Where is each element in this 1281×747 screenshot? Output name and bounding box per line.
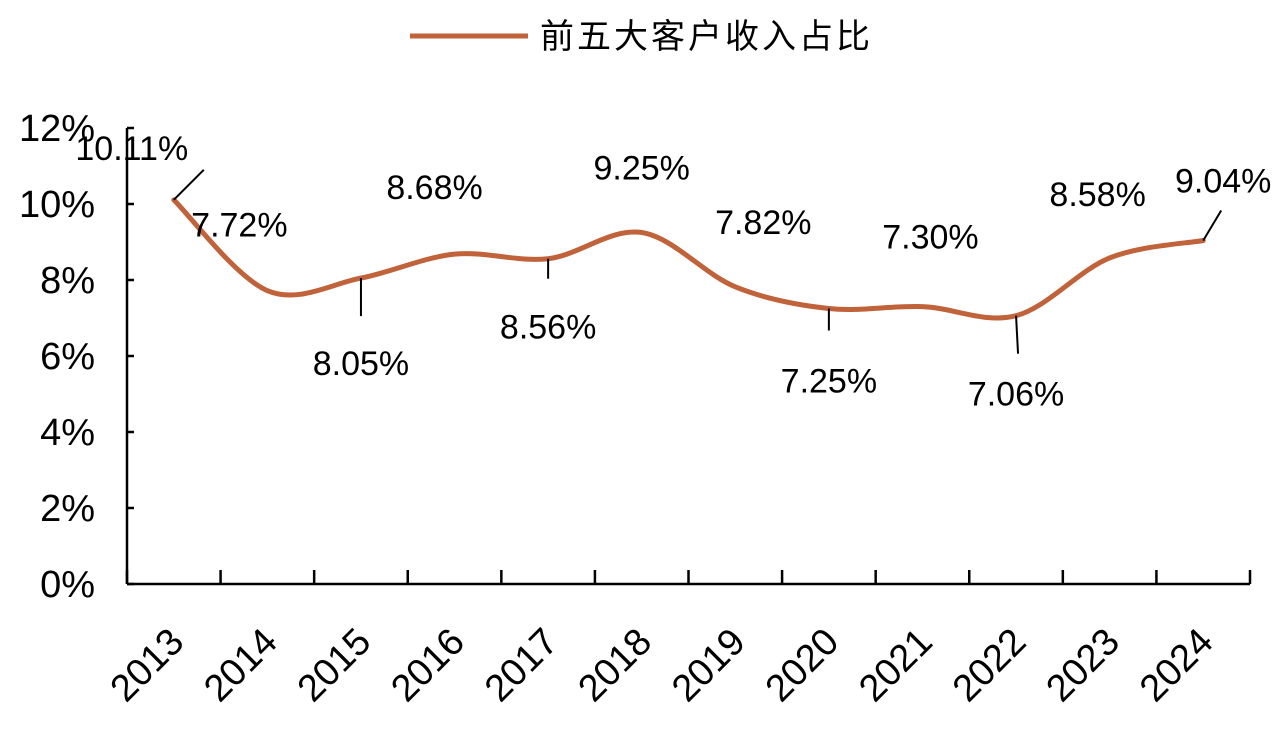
- x-tick-label: 2014: [196, 621, 285, 710]
- leader-line: [173, 169, 205, 201]
- series-line: [171, 197, 1206, 321]
- y-tick-label: 2%: [40, 488, 95, 530]
- y-tick-label: 6%: [40, 336, 95, 378]
- x-tick-label: 2019: [664, 621, 753, 710]
- y-tick-label: 8%: [40, 260, 95, 302]
- data-label: 9.25%: [594, 150, 690, 188]
- x-tick-label: 2023: [1039, 621, 1128, 710]
- data-labels: 10.11% 7.72% 8.05% 8.68% 8.56% 9.25% 7.82% 7.25…: [75, 130, 1271, 414]
- leader-line: [1015, 315, 1020, 354]
- legend: 前五大客户收入占比: [410, 17, 873, 57]
- x-tick-label: 2024: [1132, 621, 1221, 710]
- y-tick-label: 4%: [40, 412, 95, 454]
- y-tick-label: 0%: [40, 564, 95, 606]
- leader-line: [1202, 209, 1223, 241]
- data-label: 8.58%: [1049, 176, 1145, 214]
- data-label: 8.56%: [500, 309, 596, 347]
- x-tick-label: 2021: [851, 621, 940, 710]
- legend-label: 前五大客户收入占比: [540, 17, 873, 57]
- data-label: 7.30%: [882, 219, 978, 257]
- data-label: 8.05%: [313, 345, 409, 383]
- data-label: 7.82%: [715, 204, 811, 242]
- data-label: 9.04%: [1175, 162, 1271, 200]
- x-tick-label: 2018: [571, 621, 660, 710]
- data-label: 7.06%: [968, 376, 1064, 414]
- leader-lines: [173, 169, 1223, 354]
- x-tick-label: 2015: [290, 621, 379, 710]
- y-tick-label: 10%: [19, 184, 95, 226]
- data-label: 8.68%: [386, 169, 482, 207]
- x-tick-label: 2022: [945, 621, 1034, 710]
- data-label: 7.25%: [781, 363, 877, 401]
- data-label: 10.11%: [75, 130, 188, 168]
- x-tick-label: 2017: [477, 621, 566, 710]
- data-label: 7.72%: [191, 207, 287, 245]
- x-tick-label: 2013: [103, 621, 192, 710]
- x-tick-label: 2016: [383, 621, 472, 710]
- y-tick-label: 12%: [19, 108, 95, 150]
- x-tick-label: 2020: [758, 621, 847, 710]
